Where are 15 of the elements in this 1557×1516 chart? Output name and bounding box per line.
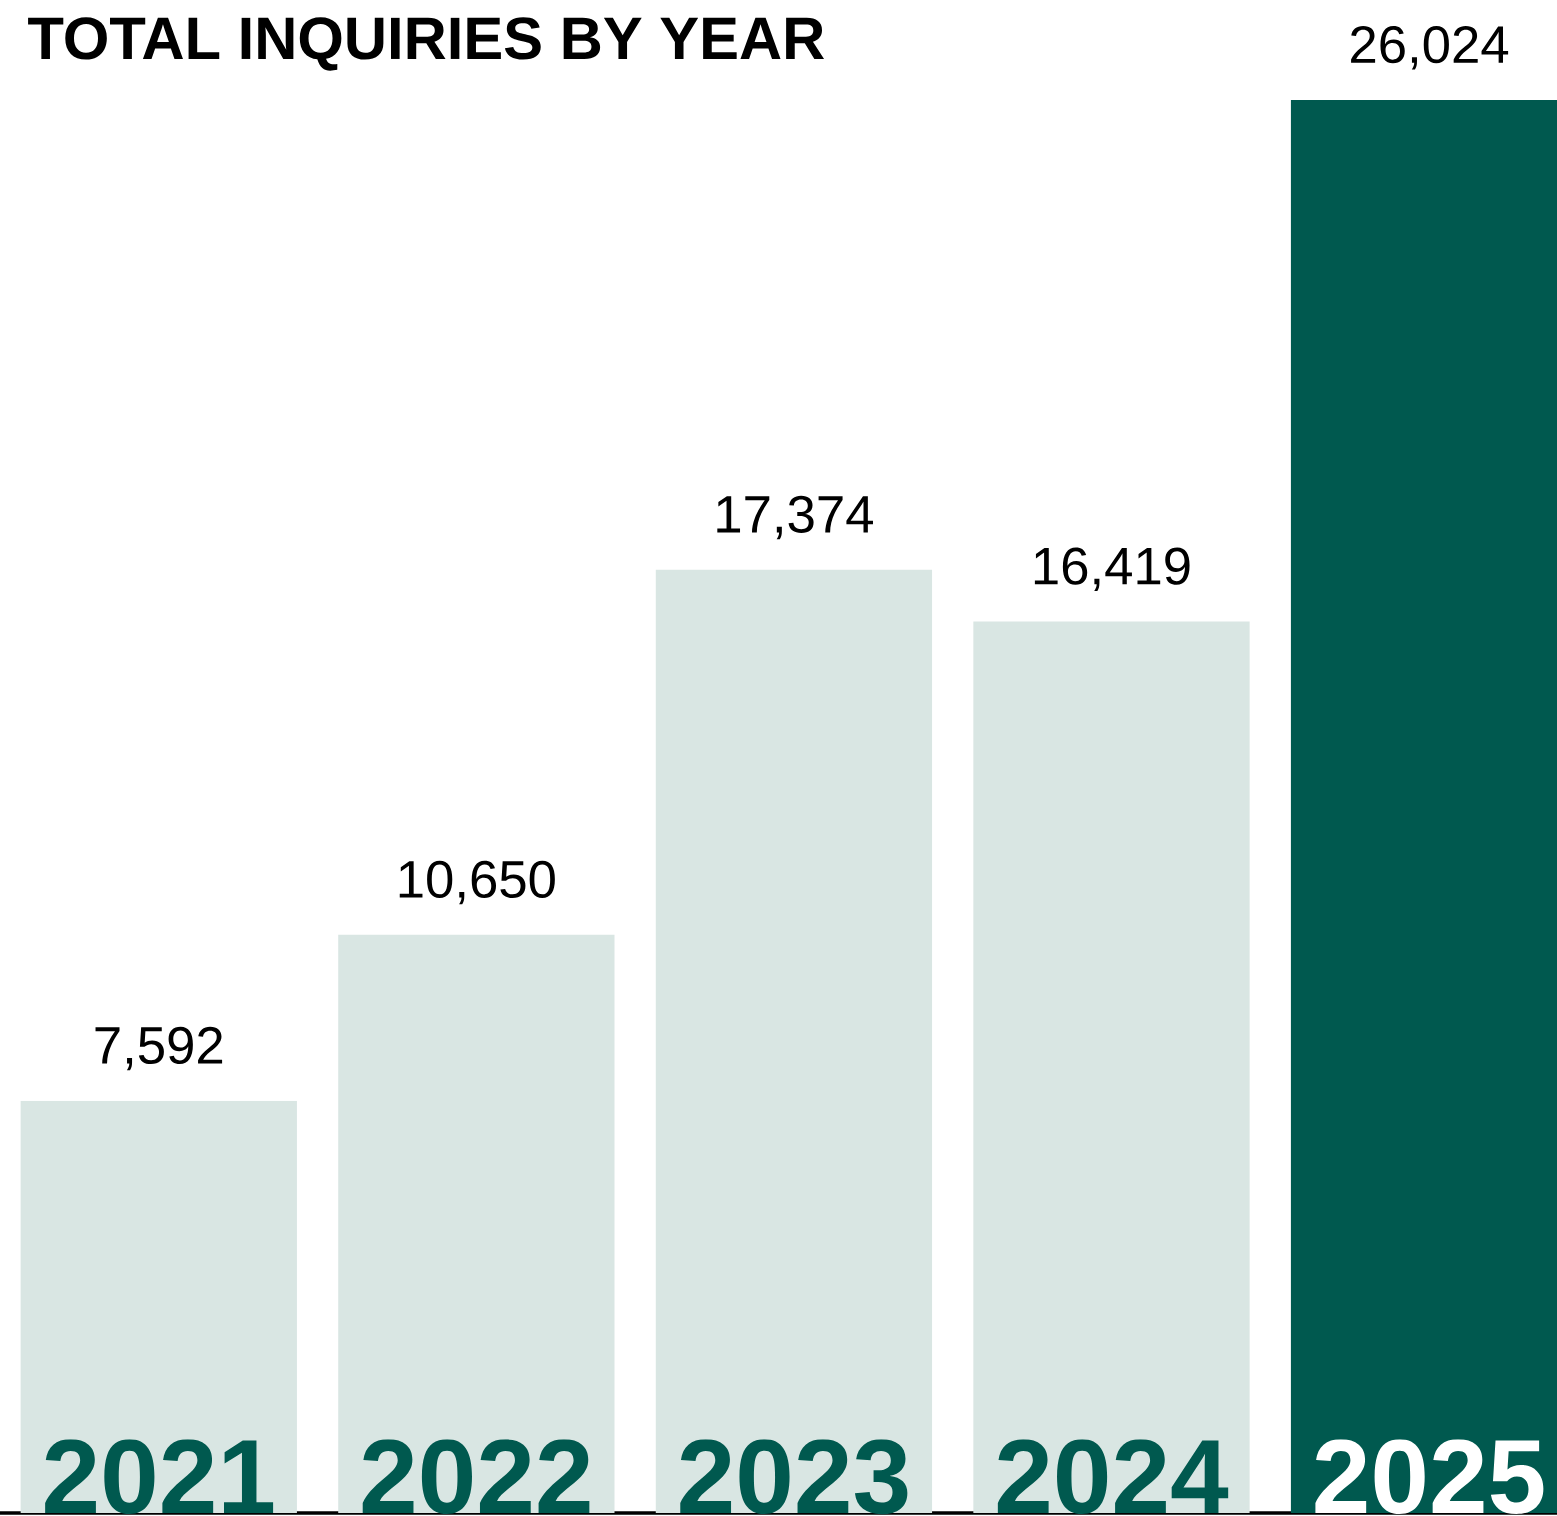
x-tick-label: 2024 bbox=[997, 1439, 1229, 1515]
data-label: 17,374 bbox=[717, 495, 873, 540]
data-label: 26,024 bbox=[1351, 26, 1509, 70]
x-tick-label: 2022 bbox=[362, 1439, 590, 1515]
bar bbox=[973, 621, 1250, 1513]
bar bbox=[655, 569, 933, 1513]
bar bbox=[20, 1100, 297, 1513]
chart-title: TOTAL INQUIRIES BY YEAR bbox=[28, 17, 825, 71]
x-tick-label: 2021 bbox=[45, 1439, 274, 1515]
data-label: 10,650 bbox=[399, 860, 555, 905]
data-label: 7,592 bbox=[95, 1026, 223, 1071]
x-tick-label: 2025 bbox=[1315, 1439, 1544, 1515]
x-tick-label: 2023 bbox=[680, 1439, 908, 1515]
bar bbox=[338, 934, 615, 1513]
data-label: 16,419 bbox=[1034, 547, 1190, 592]
